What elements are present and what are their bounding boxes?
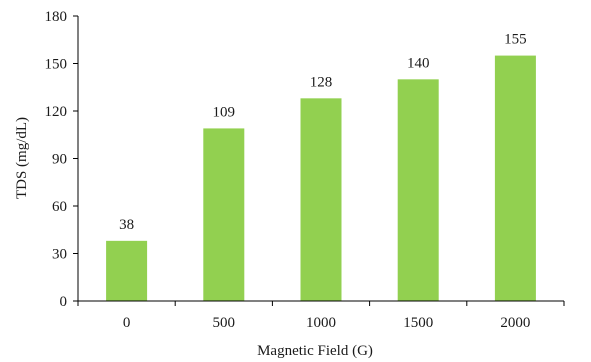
bar-value-label: 140: [407, 55, 430, 71]
data-labels-group: 38 109 128 140 155: [119, 32, 527, 233]
y-tick-label: 60: [52, 199, 67, 215]
y-axis-title: TDS (mg/dL): [14, 117, 30, 199]
y-tick-label: 180: [45, 9, 68, 25]
bar: [300, 98, 342, 301]
y-tick-label: 120: [45, 104, 68, 120]
bar: [494, 55, 536, 302]
x-tick-label: 1500: [403, 315, 433, 331]
x-axis-title: Magnetic Field (G): [257, 343, 373, 359]
y-tick-label: 30: [52, 247, 67, 263]
bar-value-label: 128: [310, 74, 333, 90]
bar: [106, 240, 148, 301]
x-tick-label: 500: [213, 315, 236, 331]
y-tick-label: 150: [45, 57, 68, 73]
x-tick-label: 0: [123, 315, 131, 331]
bar-value-label: 155: [504, 32, 527, 48]
y-ticks-group: 0 30 60 90 120 150 180: [45, 9, 78, 310]
bars-group: [106, 55, 536, 302]
bar-value-label: 109: [213, 104, 236, 120]
y-tick-label: 90: [52, 152, 67, 168]
bar-value-label: 38: [119, 217, 134, 233]
x-tick-label: 1000: [306, 315, 336, 331]
bar: [397, 79, 439, 301]
x-ticks-group: 0 500 1000 1500 2000: [77, 301, 565, 331]
bar: [203, 128, 245, 301]
x-tick-label: 2000: [500, 315, 530, 331]
y-tick-label: 0: [60, 294, 68, 310]
